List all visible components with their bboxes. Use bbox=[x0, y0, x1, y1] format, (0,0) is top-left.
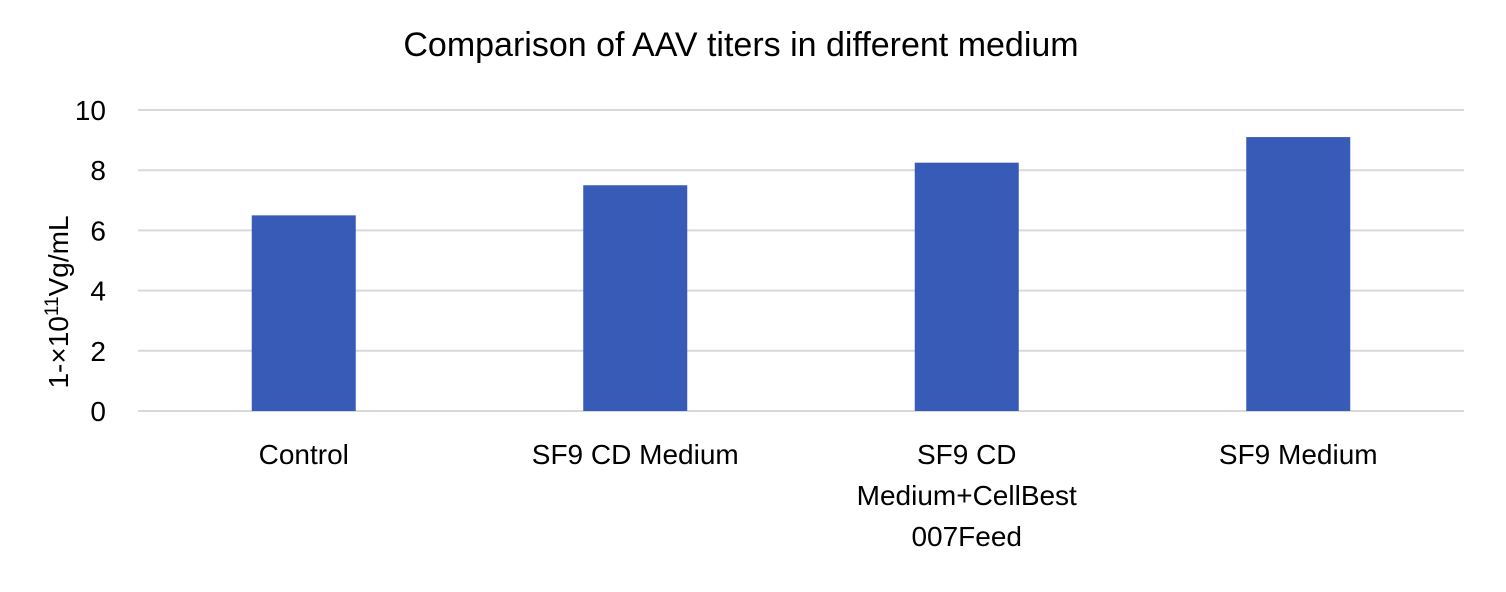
y-tick-label: 2 bbox=[90, 336, 106, 367]
y-tick-labels: 0 2 4 6 8 10 bbox=[75, 95, 106, 427]
bar bbox=[1246, 137, 1351, 411]
x-category-label-line: SF9 Medium bbox=[1219, 439, 1378, 470]
bars bbox=[251, 137, 1351, 411]
y-axis-label: 1-×1011Vg/mL bbox=[42, 215, 74, 388]
y-axis-label-suffix: Vg/mL bbox=[43, 215, 74, 296]
y-tick-label: 6 bbox=[90, 215, 106, 246]
y-axis-label-superscript: 11 bbox=[42, 296, 63, 316]
grid-lines bbox=[138, 109, 1464, 412]
x-category-label: SF9 Medium bbox=[1219, 439, 1378, 470]
x-category-label: SF9 CD Medium+CellBest 007Feed bbox=[857, 439, 1077, 552]
x-category-label-line: SF9 CD Medium bbox=[532, 439, 739, 470]
x-category-label-line: Medium+CellBest bbox=[857, 480, 1077, 511]
x-category-label-line: Control bbox=[259, 439, 349, 470]
bar bbox=[914, 162, 1019, 411]
chart-title: Comparison of AAV titers in different me… bbox=[403, 26, 1078, 64]
y-axis-label-prefix: 1-×10 bbox=[43, 316, 74, 388]
bar bbox=[251, 215, 356, 411]
bar bbox=[583, 185, 688, 411]
y-tick-label: 10 bbox=[75, 95, 106, 126]
x-category-label: Control bbox=[259, 439, 349, 470]
x-category-label: SF9 CD Medium bbox=[532, 439, 739, 470]
y-tick-label: 0 bbox=[90, 396, 106, 427]
x-category-labels: Control SF9 CD Medium SF9 CD Medium+CellBes… bbox=[259, 439, 1378, 552]
x-category-label-line: 007Feed bbox=[911, 521, 1022, 552]
y-tick-label: 8 bbox=[90, 155, 106, 186]
y-tick-label: 4 bbox=[90, 276, 106, 307]
x-category-label-line: SF9 CD bbox=[917, 439, 1017, 470]
